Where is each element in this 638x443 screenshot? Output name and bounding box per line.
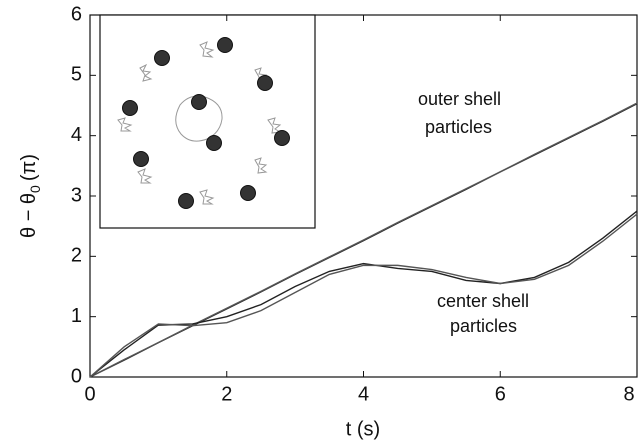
x-tick-label: 8	[623, 383, 634, 405]
y-label-main: θ − θ	[18, 193, 40, 238]
particle	[274, 130, 290, 146]
series-line	[89, 102, 638, 378]
annotation: outer shell	[418, 89, 501, 109]
trace	[117, 117, 133, 132]
x-tick-label: 2	[221, 383, 232, 405]
inset-frame	[99, 14, 316, 229]
particle	[240, 185, 256, 201]
trace	[267, 117, 282, 134]
y-axis-label: θ − θ0 (π)	[18, 154, 42, 238]
annotation: particles	[450, 316, 517, 336]
y-tick-label: 3	[71, 184, 82, 206]
series-line	[89, 213, 638, 378]
trace	[199, 189, 215, 205]
x-tick-label: 0	[84, 383, 95, 405]
trace	[139, 63, 153, 82]
particle	[178, 193, 194, 209]
particle	[257, 75, 273, 91]
y-tick-label: 0	[71, 365, 82, 387]
particle	[133, 151, 149, 167]
y-label-sub: 0	[27, 185, 43, 193]
x-axis-label: t (s)	[346, 418, 380, 440]
y-tick-label: 2	[71, 245, 82, 267]
annotation: particles	[425, 117, 492, 137]
y-tick-label: 4	[71, 124, 82, 146]
y-tick-label: 1	[71, 305, 82, 327]
particle	[217, 37, 233, 53]
trace	[254, 157, 268, 174]
x-tick-label: 6	[495, 383, 506, 405]
series-line	[89, 210, 638, 378]
particles	[122, 37, 290, 209]
y-tick-label: 6	[71, 3, 82, 25]
trace	[199, 41, 215, 58]
trace	[137, 168, 153, 184]
annotation: center shell	[437, 291, 529, 311]
inset	[99, 14, 316, 229]
y-label-unit: (π)	[18, 154, 40, 181]
particle	[206, 135, 222, 151]
particle	[122, 100, 138, 116]
particle	[154, 50, 170, 66]
x-tick-label: 4	[358, 383, 369, 405]
y-tick-label: 5	[71, 64, 82, 86]
particle	[191, 94, 207, 110]
